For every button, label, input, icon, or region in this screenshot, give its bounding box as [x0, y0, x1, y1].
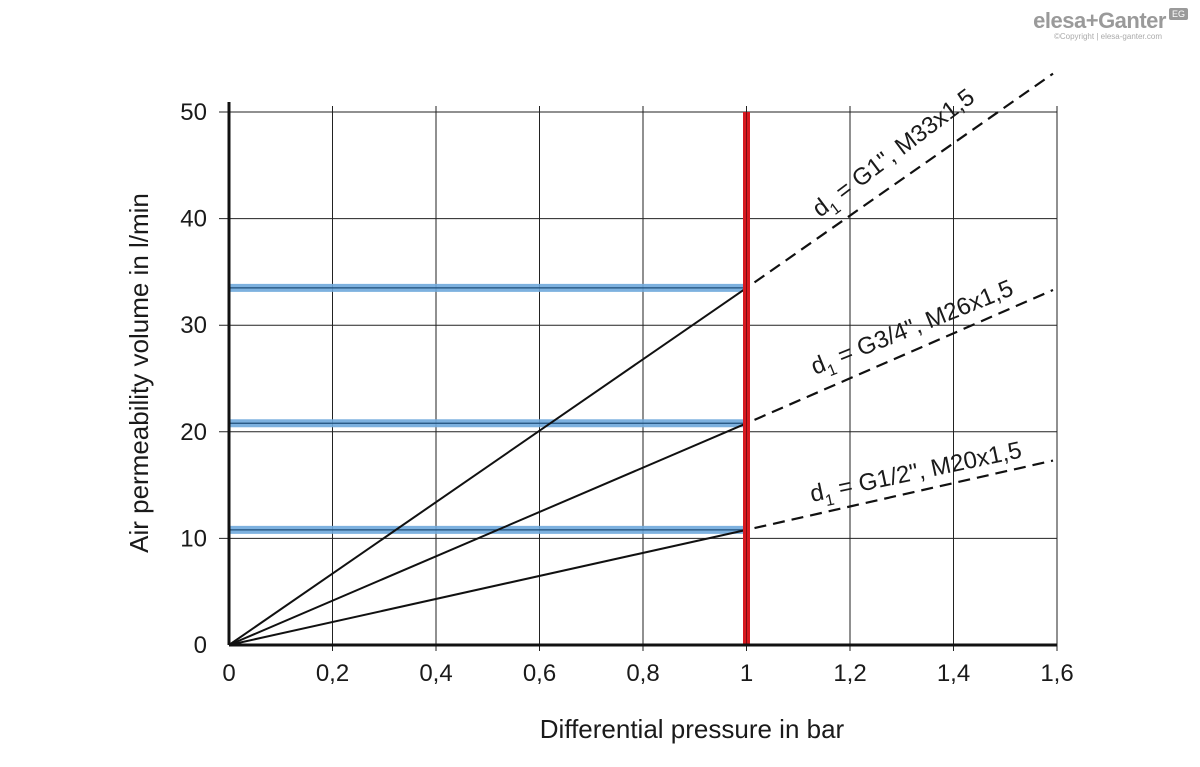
x-tick-label: 0,8: [626, 660, 659, 687]
series-label: d1 = G3/4", M26x1,5: [807, 275, 1019, 385]
y-tick-label: 40: [180, 206, 207, 233]
series-line-solid: [228, 287, 748, 646]
tick-labels: 0 0,2 0,4 0,6 0,8 1 1,2 1,4 1,6 0 10 20 30 40 50: [180, 99, 1073, 687]
brand-logo: elesa+Ganter EG ©Copyright | elesa-ganter…: [1033, 8, 1188, 41]
y-tick-label: 0: [194, 632, 207, 659]
series-line-dashed: [754, 459, 1054, 530]
brand-badge: EG: [1168, 8, 1188, 20]
series-lines: [228, 72, 1054, 646]
y-tick-label: 20: [180, 419, 207, 446]
x-tick-label: 1,4: [937, 660, 970, 687]
y-tick-label: 10: [180, 525, 207, 552]
series-line-dashed: [753, 72, 1054, 284]
series-label: d1 = G1", M33x1,5: [807, 84, 982, 227]
x-tick-label: 0: [222, 660, 235, 687]
brand-copyright: ©Copyright | elesa-ganter.com: [1053, 32, 1162, 41]
grid: [219, 106, 1058, 651]
series-label: d1 = G1/2", M20x1,5: [808, 437, 1026, 513]
series-line-solid: [228, 528, 747, 646]
series-line-solid: [228, 422, 747, 646]
x-tick-label: 1,6: [1040, 660, 1073, 687]
x-tick-label: 0,6: [523, 660, 556, 687]
x-tick-label: 0,4: [419, 660, 452, 687]
x-tick-label: 1,2: [833, 660, 866, 687]
y-tick-label: 30: [180, 312, 207, 339]
brand-name: elesa+Ganter: [1033, 8, 1166, 33]
value-highlights: [229, 283, 747, 534]
x-tick-label: 0,2: [316, 660, 349, 687]
x-axis-title: Differential pressure in bar: [540, 714, 845, 744]
x-tick-label: 1: [740, 660, 753, 687]
y-tick-label: 50: [180, 99, 207, 126]
series-line-dashed: [754, 289, 1054, 421]
y-axis-title: Air permeability volume in l/min: [124, 193, 154, 553]
axes: [227, 102, 1057, 647]
series-labels: d1 = G1", M33x1,5 d1 = G3/4", M26x1,5 d1 =…: [807, 84, 1026, 513]
